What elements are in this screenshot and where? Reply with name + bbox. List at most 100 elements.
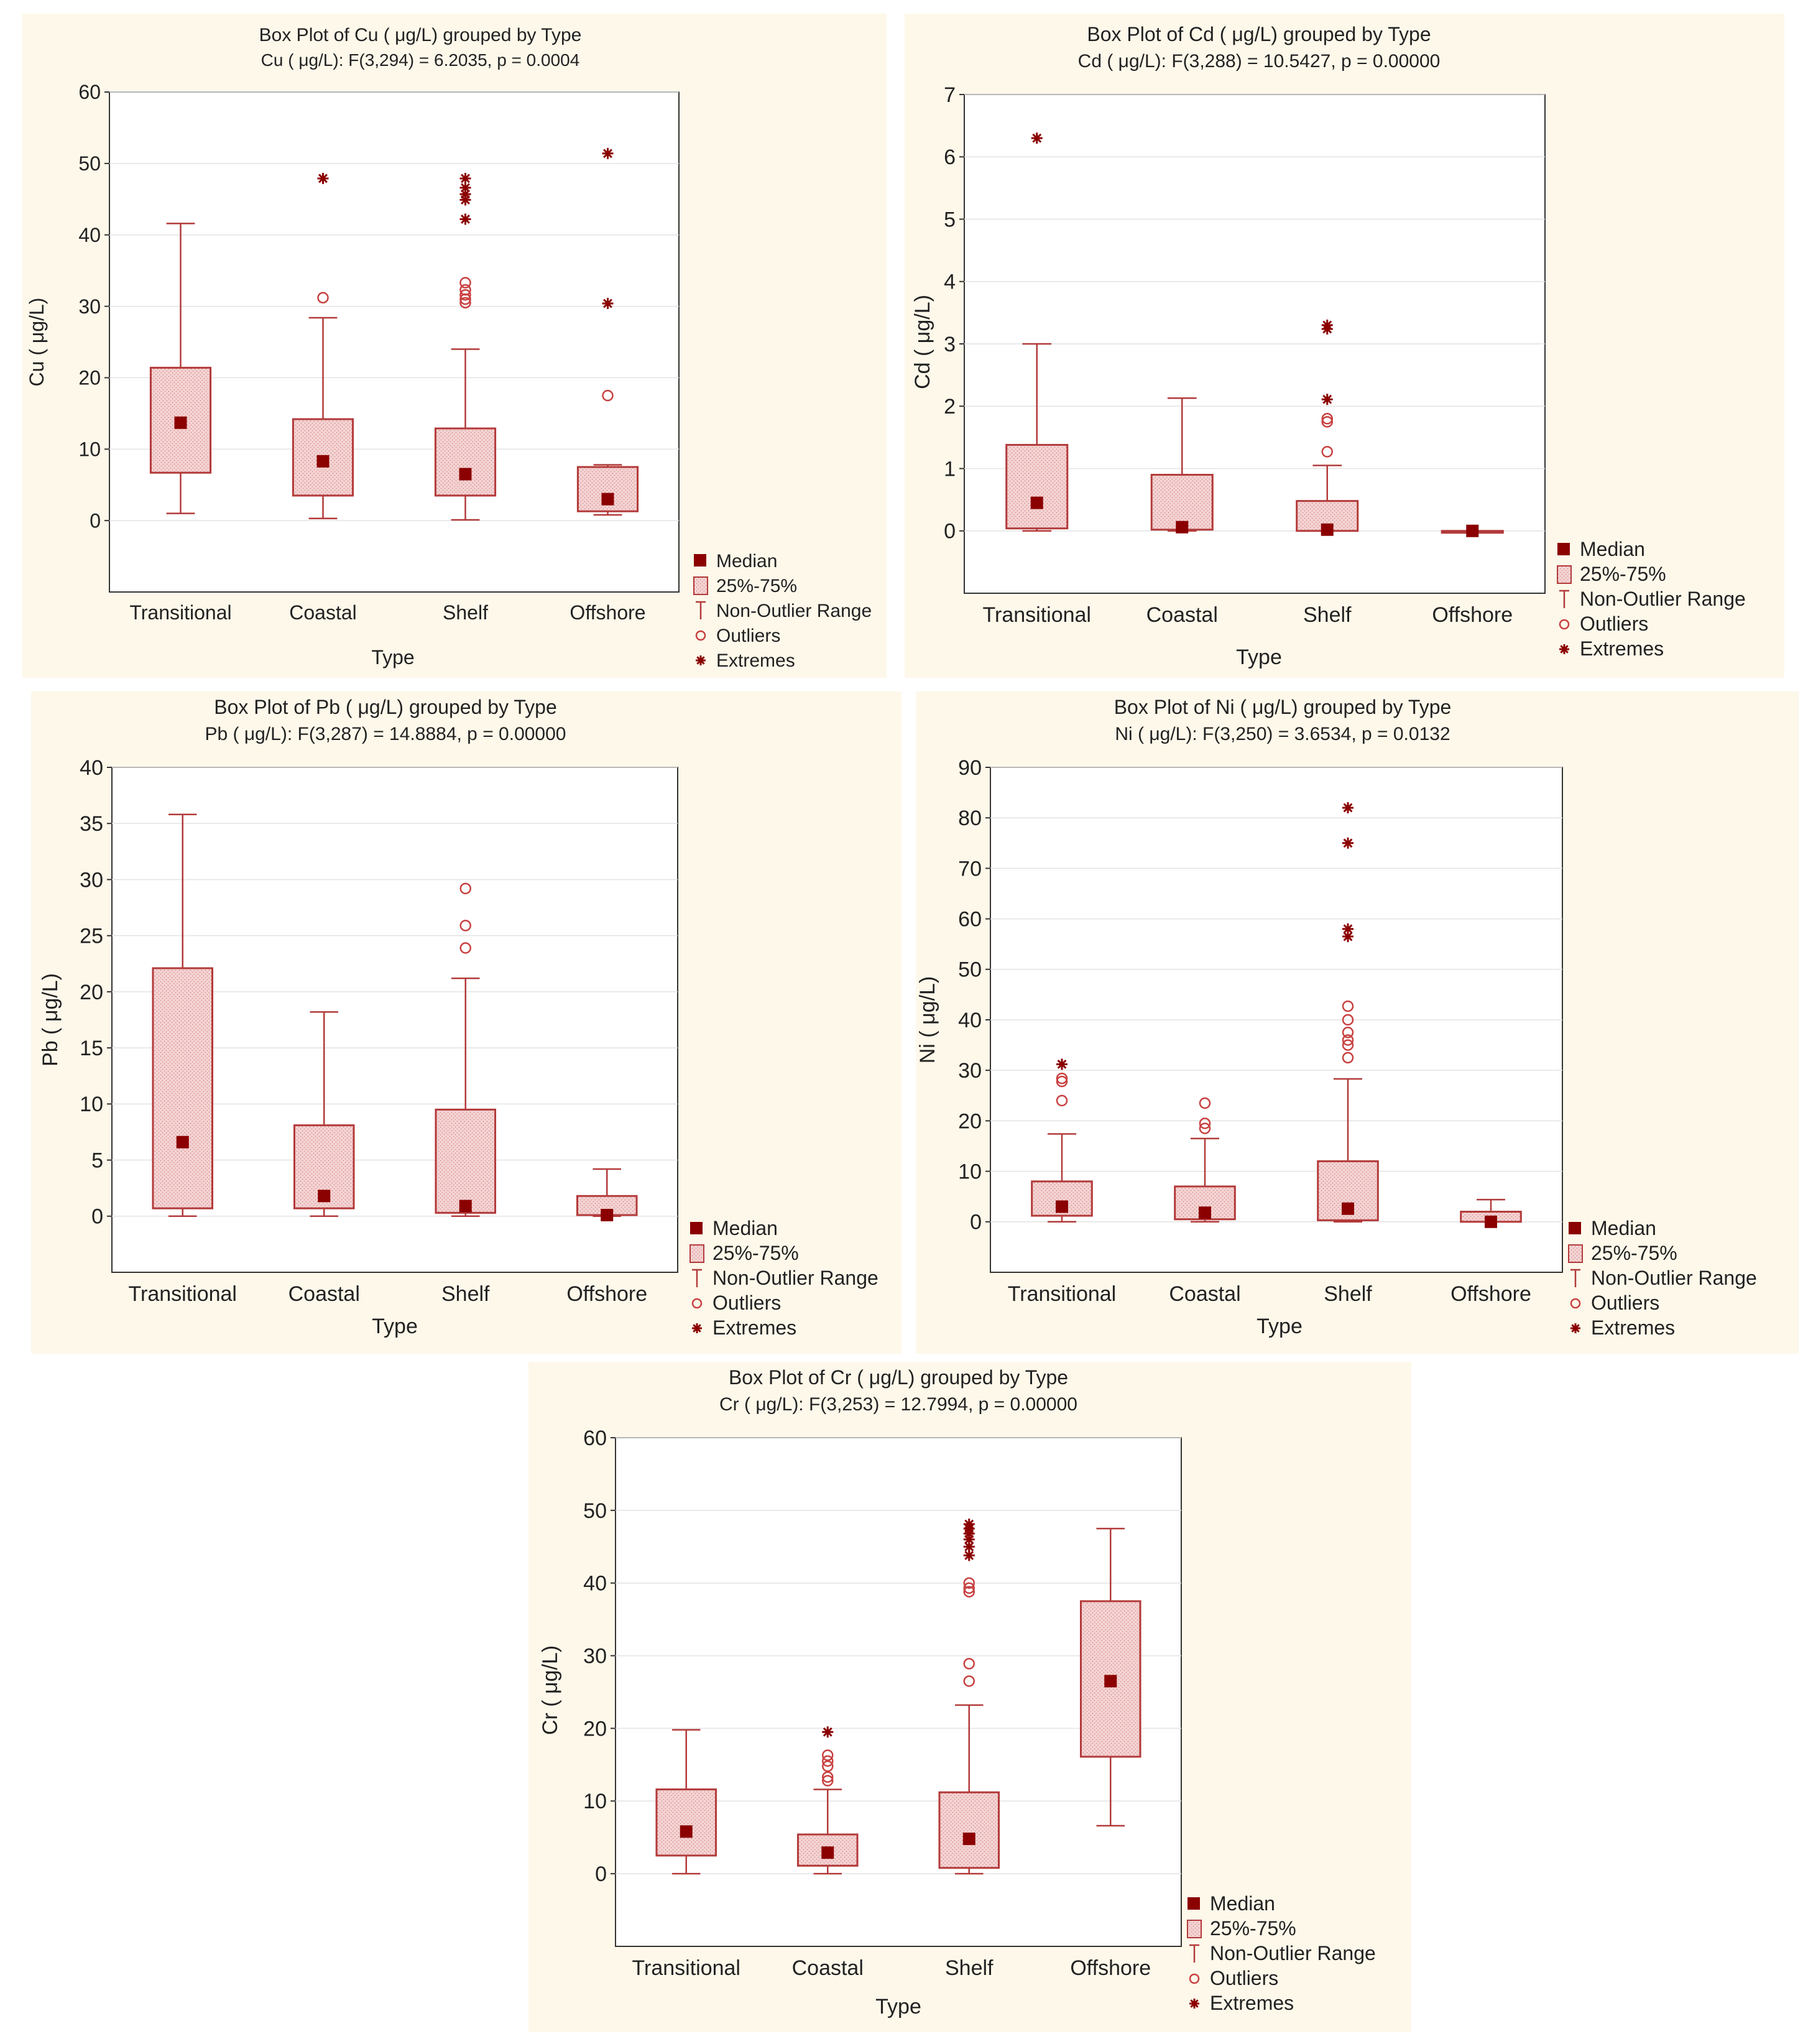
outlier-point <box>1342 1034 1354 1046</box>
outlier-point <box>822 1760 834 1772</box>
y-tick-label: 30 <box>78 295 101 318</box>
extreme-point <box>602 147 614 159</box>
legend-box-swatch <box>689 1244 704 1263</box>
y-tick-label: 0 <box>595 1862 607 1886</box>
legend-extreme-label: Extremes <box>1210 1992 1294 2014</box>
x-tick-label: Coastal <box>1169 1282 1240 1306</box>
extreme-point <box>822 1726 834 1738</box>
iqr-box <box>938 1791 1000 1869</box>
outlier-point <box>459 284 471 296</box>
outlier-point <box>459 289 471 301</box>
outlier-point <box>963 1675 975 1687</box>
x-tick-label: Coastal <box>1146 603 1218 627</box>
legend-median-label: Median <box>712 1217 778 1239</box>
x-tick-label: Shelf <box>441 1282 490 1306</box>
outlier-point <box>822 1775 834 1787</box>
outlier-point <box>822 1755 834 1767</box>
outlier-point <box>1056 1094 1068 1107</box>
extreme-point <box>1321 319 1333 331</box>
legend-extreme-swatch <box>696 655 706 665</box>
y-tick-label: 20 <box>583 1717 607 1741</box>
iqr-box <box>796 1833 859 1867</box>
outlier-point <box>1342 1052 1354 1064</box>
y-tick-label: 80 <box>958 807 982 830</box>
legend-box-label: 25%-75% <box>1580 563 1666 585</box>
outlier-point <box>822 1749 834 1761</box>
x-tick-label: Transitional <box>129 1282 237 1306</box>
outlier-point <box>317 292 329 304</box>
extreme-stroke <box>1343 803 1353 813</box>
extreme-point <box>1342 837 1353 849</box>
box-transitional <box>1005 132 1069 532</box>
x-tick-label: Transitional <box>129 601 231 624</box>
chart-title: Box Plot of Pb ( μg/L) grouped by Type <box>214 696 557 718</box>
extreme-stroke <box>1190 1999 1199 2008</box>
legend-box-swatch <box>1557 565 1572 584</box>
chart-title: Box Plot of Cu ( μg/L) grouped by Type <box>259 25 582 45</box>
y-tick-label: 0 <box>90 509 101 532</box>
median-marker <box>962 1833 975 1846</box>
chart-pb: Box Plot of Pb ( μg/L) grouped by Type Pb… <box>39 696 878 1339</box>
extreme-stroke <box>1057 1060 1067 1069</box>
y-tick-label: 60 <box>78 81 101 103</box>
legend-box-swatch <box>1568 1244 1583 1263</box>
box-offshore <box>1441 524 1504 537</box>
extreme-point <box>1056 1058 1068 1070</box>
y-tick-label: 0 <box>970 1211 982 1234</box>
outlier-point <box>1199 1117 1211 1129</box>
legend-outlier-swatch <box>691 1298 703 1309</box>
extreme-stroke <box>1343 924 1353 934</box>
box-shelf <box>435 882 497 1218</box>
median-marker <box>459 1200 472 1213</box>
outlier-point <box>459 942 471 954</box>
x-axis-title: Type <box>371 646 414 668</box>
y-tick-label: 30 <box>80 868 103 892</box>
chart-title: Box Plot of Cd ( μg/L) grouped by Type <box>1087 23 1431 45</box>
extreme-stroke <box>964 1542 974 1551</box>
legend-median-swatch <box>694 554 706 566</box>
extreme-point <box>1342 802 1353 813</box>
outlier-point <box>1342 1014 1354 1026</box>
y-tick-label: 50 <box>78 152 101 175</box>
outlier-point <box>1056 1075 1068 1088</box>
box-transitional <box>152 813 214 1218</box>
outlier-point <box>1342 1027 1354 1038</box>
legend-range-label: Non-Outlier Range <box>1580 588 1746 610</box>
legend-box-label: 25%-75% <box>1210 1917 1296 1940</box>
median-marker <box>318 1190 331 1203</box>
chart-subtitle: Pb ( μg/L): F(3,287) = 14.8884, p = 0.00… <box>205 724 566 744</box>
legend-median-swatch <box>690 1222 703 1234</box>
extreme-point <box>963 1541 975 1553</box>
chart-ni: Box Plot of Ni ( μg/L) grouped by Type Ni… <box>916 696 1757 1339</box>
y-tick-label: 6 <box>944 146 956 169</box>
x-tick-label: Shelf <box>1303 603 1352 627</box>
legend-outlier-swatch <box>695 630 706 641</box>
median-marker <box>1342 1202 1354 1215</box>
extreme-point <box>459 172 471 184</box>
legend-range-label: Non-Outlier Range <box>1591 1267 1757 1289</box>
legend-outlier-label: Outliers <box>1210 1967 1278 1989</box>
extreme-stroke <box>603 149 612 159</box>
chart-cu: Box Plot of Cu ( μg/L) grouped by Type Cu… <box>25 25 872 671</box>
x-tick-label: Shelf <box>1324 1282 1372 1306</box>
legend-median-label: Median <box>716 551 777 571</box>
legend-extreme-label: Extremes <box>716 650 795 671</box>
extreme-stroke <box>603 298 612 308</box>
y-axis-title: Cu ( μg/L) <box>25 298 48 387</box>
outlier-point <box>459 920 471 932</box>
extreme-stroke <box>1322 320 1332 330</box>
x-tick-label: Transitional <box>983 603 1091 627</box>
median-marker <box>176 1135 189 1149</box>
x-tick-label: Offshore <box>566 1282 647 1306</box>
median-marker <box>174 416 187 429</box>
iqr-box <box>1150 474 1214 531</box>
chart-title: Box Plot of Ni ( μg/L) grouped by Type <box>1114 696 1452 718</box>
box-shelf <box>434 172 497 521</box>
legend-extreme-swatch <box>1559 644 1569 654</box>
legend-outlier-swatch <box>1189 1973 1200 1984</box>
legend-range-label: Non-Outlier Range <box>712 1267 878 1289</box>
median-marker <box>1466 524 1479 537</box>
x-tick-label: Coastal <box>289 601 357 624</box>
legend-median-swatch <box>1187 1897 1200 1910</box>
median-marker <box>459 468 472 481</box>
